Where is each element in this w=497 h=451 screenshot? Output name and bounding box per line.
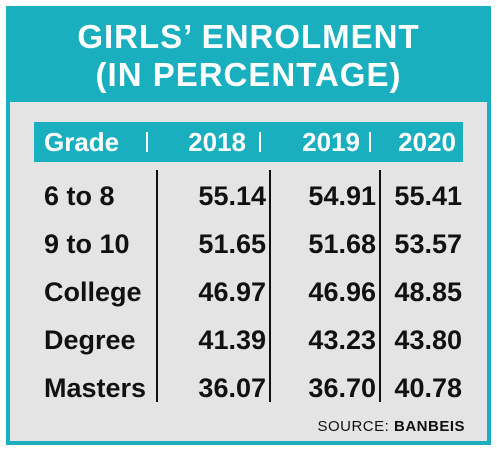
header-2020: 2020 — [398, 126, 456, 157]
source-name: BANBEIS — [393, 418, 465, 435]
table-body: 6 to 8 55.14 54.91 55.41 9 to 10 51.65 5… — [34, 172, 463, 412]
row-grade: 9 to 10 — [44, 228, 130, 259]
table-row: 6 to 8 55.14 54.91 55.41 — [34, 172, 463, 220]
infographic-frame: GIRLS’ ENROLMENT (IN PERCENTAGE) Grade 2… — [6, 6, 491, 445]
table-row: 9 to 10 51.65 51.68 53.57 — [34, 220, 463, 268]
table-row: Masters 36.07 36.70 40.78 — [34, 364, 463, 412]
value-2018: 41.39 — [198, 324, 266, 355]
chart-title: GIRLS’ ENROLMENT (IN PERCENTAGE) — [10, 10, 487, 102]
value-2020: 40.78 — [394, 372, 462, 403]
value-2019: 46.96 — [308, 276, 376, 307]
table-row: Degree 41.39 43.23 43.80 — [34, 316, 463, 364]
value-2019: 36.70 — [308, 372, 376, 403]
header-separator — [146, 132, 148, 152]
row-grade: College — [44, 276, 142, 307]
column-divider — [156, 170, 158, 402]
value-2020: 43.80 — [394, 324, 462, 355]
row-grade: Masters — [44, 372, 147, 403]
value-2018: 55.14 — [198, 180, 266, 211]
row-grade: 6 to 8 — [44, 180, 115, 211]
table-header-row: Grade 2018 2019 2020 — [34, 122, 463, 162]
table-row: College 46.97 46.96 48.85 — [34, 268, 463, 316]
source-note: SOURCE: BANBEIS — [317, 418, 465, 435]
column-divider — [269, 170, 271, 402]
header-grade: Grade — [44, 126, 120, 157]
value-2019: 54.91 — [308, 180, 376, 211]
value-2018: 46.97 — [198, 276, 266, 307]
table-panel: Grade 2018 2019 2020 6 to 8 55.14 54.91 … — [10, 102, 487, 441]
source-label: SOURCE: — [317, 418, 390, 435]
header-separator — [369, 132, 371, 152]
value-2019: 51.68 — [308, 228, 376, 259]
value-2020: 48.85 — [394, 276, 462, 307]
row-grade: Degree — [44, 324, 136, 355]
header-2019: 2019 — [302, 126, 360, 157]
header-separator — [259, 132, 261, 152]
value-2020: 55.41 — [394, 180, 462, 211]
header-2018: 2018 — [188, 126, 246, 157]
value-2020: 53.57 — [394, 228, 462, 259]
title-line-1: GIRLS’ ENROLMENT — [77, 18, 420, 55]
value-2018: 36.07 — [198, 372, 266, 403]
title-line-2: (IN PERCENTAGE) — [95, 56, 402, 93]
value-2019: 43.23 — [308, 324, 376, 355]
value-2018: 51.65 — [198, 228, 266, 259]
column-divider — [379, 170, 381, 402]
